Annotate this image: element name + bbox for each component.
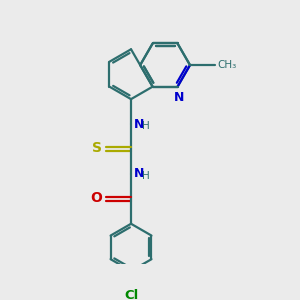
Text: H: H bbox=[142, 171, 149, 181]
Text: Cl: Cl bbox=[124, 289, 138, 300]
Text: CH₃: CH₃ bbox=[217, 60, 236, 70]
Text: N: N bbox=[134, 167, 145, 180]
Text: S: S bbox=[92, 141, 102, 155]
Text: H: H bbox=[142, 121, 149, 131]
Text: N: N bbox=[134, 118, 145, 130]
Text: N: N bbox=[174, 92, 184, 104]
Text: O: O bbox=[90, 190, 102, 205]
